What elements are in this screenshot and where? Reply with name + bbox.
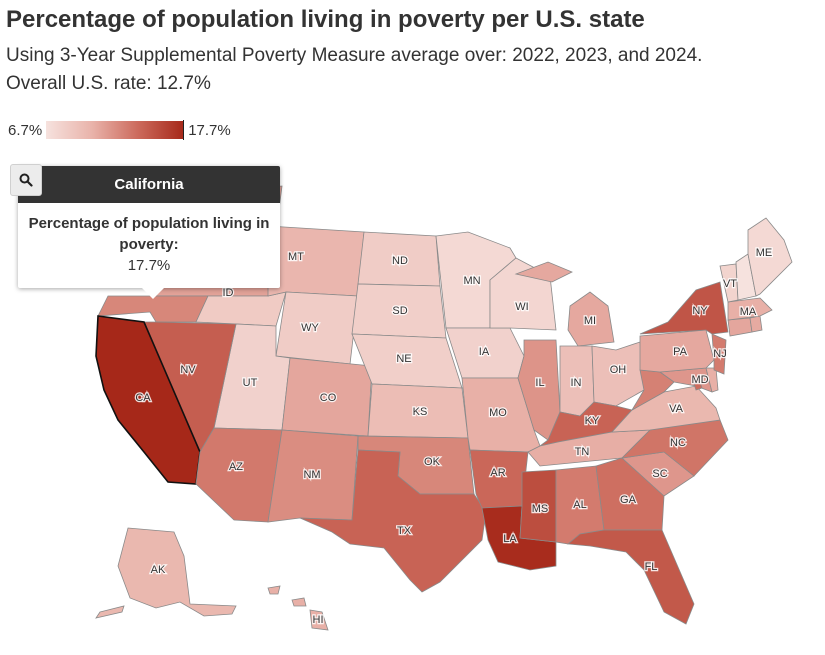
- state-ma[interactable]: [727, 297, 773, 321]
- label-az: AZ: [229, 461, 243, 473]
- state-me[interactable]: [747, 217, 793, 297]
- label-ky: KY: [585, 415, 600, 427]
- state-ct[interactable]: [727, 317, 753, 337]
- label-ut: UT: [243, 377, 258, 389]
- state-nj[interactable]: [711, 333, 727, 375]
- label-ny: NY: [692, 305, 708, 317]
- state-ri[interactable]: [749, 315, 763, 333]
- label-ga: GA: [620, 494, 637, 506]
- label-hi: HI: [313, 614, 324, 626]
- label-ok: OK: [424, 456, 441, 468]
- label-ms: MS: [532, 503, 549, 515]
- state-fl[interactable]: [567, 529, 695, 625]
- label-al: AL: [573, 499, 586, 511]
- label-wi: WI: [515, 301, 528, 313]
- legend-gradient-bar: [46, 120, 185, 140]
- label-co: CO: [320, 392, 337, 404]
- label-sc: SC: [652, 468, 667, 480]
- label-in: IN: [571, 377, 582, 389]
- search-icon: [19, 173, 33, 187]
- state-il[interactable]: [517, 339, 561, 441]
- tooltip-body: Percentage of population living in pover…: [18, 203, 280, 276]
- state-hi[interactable]: [267, 585, 329, 631]
- tooltip-pointer: [142, 288, 164, 299]
- label-nd: ND: [392, 255, 408, 267]
- label-ca: CA: [135, 392, 151, 404]
- label-mo: MO: [489, 407, 507, 419]
- state-mi[interactable]: [514, 261, 615, 347]
- subtitle-line-1: Using 3-Year Supplemental Poverty Measur…: [6, 45, 703, 66]
- label-nv: NV: [180, 364, 196, 376]
- state-de[interactable]: [705, 367, 719, 393]
- label-sd: SD: [392, 305, 407, 317]
- label-pa: PA: [673, 346, 688, 358]
- state-mt[interactable]: [267, 225, 365, 297]
- label-id: ID: [223, 287, 234, 299]
- state-ak[interactable]: [95, 527, 237, 619]
- legend-selected-marker: [183, 120, 185, 140]
- state-va[interactable]: [611, 385, 721, 433]
- state-az[interactable]: [195, 427, 283, 523]
- color-legend: 6.7% 17.7%: [8, 120, 231, 140]
- state-ny[interactable]: [639, 281, 729, 335]
- label-fl: FL: [645, 561, 658, 573]
- label-vt: VT: [723, 278, 737, 290]
- label-tn: TN: [575, 446, 590, 458]
- label-ma: MA: [740, 306, 757, 318]
- label-tx: TX: [397, 525, 412, 537]
- label-md: MD: [691, 374, 708, 386]
- label-nm: NM: [303, 469, 320, 481]
- label-oh: OH: [610, 364, 627, 376]
- legend-min-label: 6.7%: [8, 121, 43, 139]
- state-ar[interactable]: [469, 449, 529, 509]
- label-ar: AR: [490, 467, 505, 479]
- label-nj: NJ: [713, 348, 726, 360]
- label-ks: KS: [413, 406, 428, 418]
- label-la: LA: [503, 533, 517, 545]
- label-me: ME: [756, 247, 773, 259]
- map-subtitle: Using 3-Year Supplemental Poverty Measur…: [6, 42, 702, 98]
- tooltip-state-name: California: [18, 166, 280, 203]
- map-title: Percentage of population living in pover…: [6, 6, 645, 33]
- state-labels: CA NV ID MT WY UT CO AZ NM ND SD NE KS O…: [134, 246, 773, 628]
- label-mn: MN: [463, 275, 480, 287]
- label-va: VA: [669, 403, 684, 415]
- state-id[interactable]: [195, 291, 287, 327]
- state-tx[interactable]: [299, 449, 487, 593]
- label-mi: MI: [584, 315, 596, 327]
- state-dc[interactable]: [693, 381, 703, 391]
- label-il: IL: [535, 377, 544, 389]
- state-ms[interactable]: [519, 469, 557, 543]
- state-tooltip: California Percentage of population livi…: [18, 166, 280, 299]
- tooltip-metric-value: 17.7%: [127, 257, 171, 274]
- label-ne: NE: [396, 353, 411, 365]
- tooltip-metric-label: Percentage of population living in pover…: [28, 215, 270, 253]
- legend-max-label: 17.7%: [188, 121, 231, 139]
- state-ga[interactable]: [595, 457, 665, 531]
- state-ca[interactable]: [95, 315, 201, 485]
- label-ak: AK: [151, 564, 166, 576]
- label-nc: NC: [670, 437, 686, 449]
- label-mt: MT: [288, 251, 304, 263]
- subtitle-line-2: Overall U.S. rate: 12.7%: [6, 73, 211, 94]
- label-wy: WY: [301, 322, 319, 334]
- label-ia: IA: [479, 346, 490, 358]
- search-button[interactable]: [10, 164, 42, 196]
